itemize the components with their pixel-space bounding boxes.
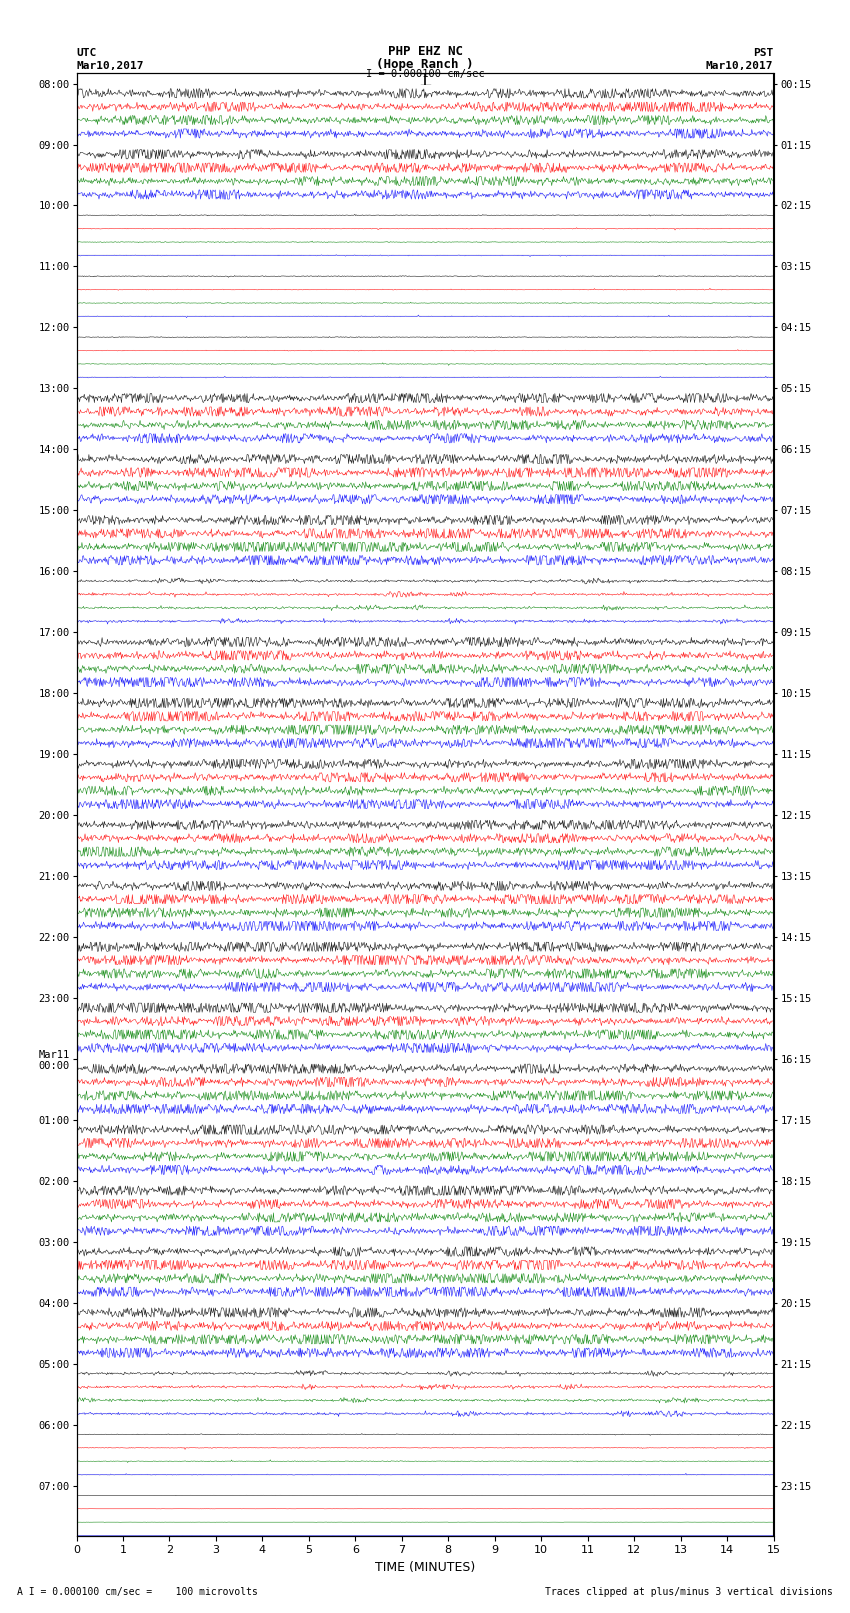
Text: PST: PST	[753, 48, 774, 58]
X-axis label: TIME (MINUTES): TIME (MINUTES)	[375, 1561, 475, 1574]
Text: UTC: UTC	[76, 48, 97, 58]
Text: I = 0.000100 cm/sec: I = 0.000100 cm/sec	[366, 69, 484, 79]
Text: Mar10,2017: Mar10,2017	[76, 61, 144, 71]
Text: (Hope Ranch ): (Hope Ranch )	[377, 58, 473, 71]
Text: Mar10,2017: Mar10,2017	[706, 61, 774, 71]
Text: PHP EHZ NC: PHP EHZ NC	[388, 45, 462, 58]
Text: A I = 0.000100 cm/sec =    100 microvolts: A I = 0.000100 cm/sec = 100 microvolts	[17, 1587, 258, 1597]
Text: Traces clipped at plus/minus 3 vertical divisions: Traces clipped at plus/minus 3 vertical …	[545, 1587, 833, 1597]
